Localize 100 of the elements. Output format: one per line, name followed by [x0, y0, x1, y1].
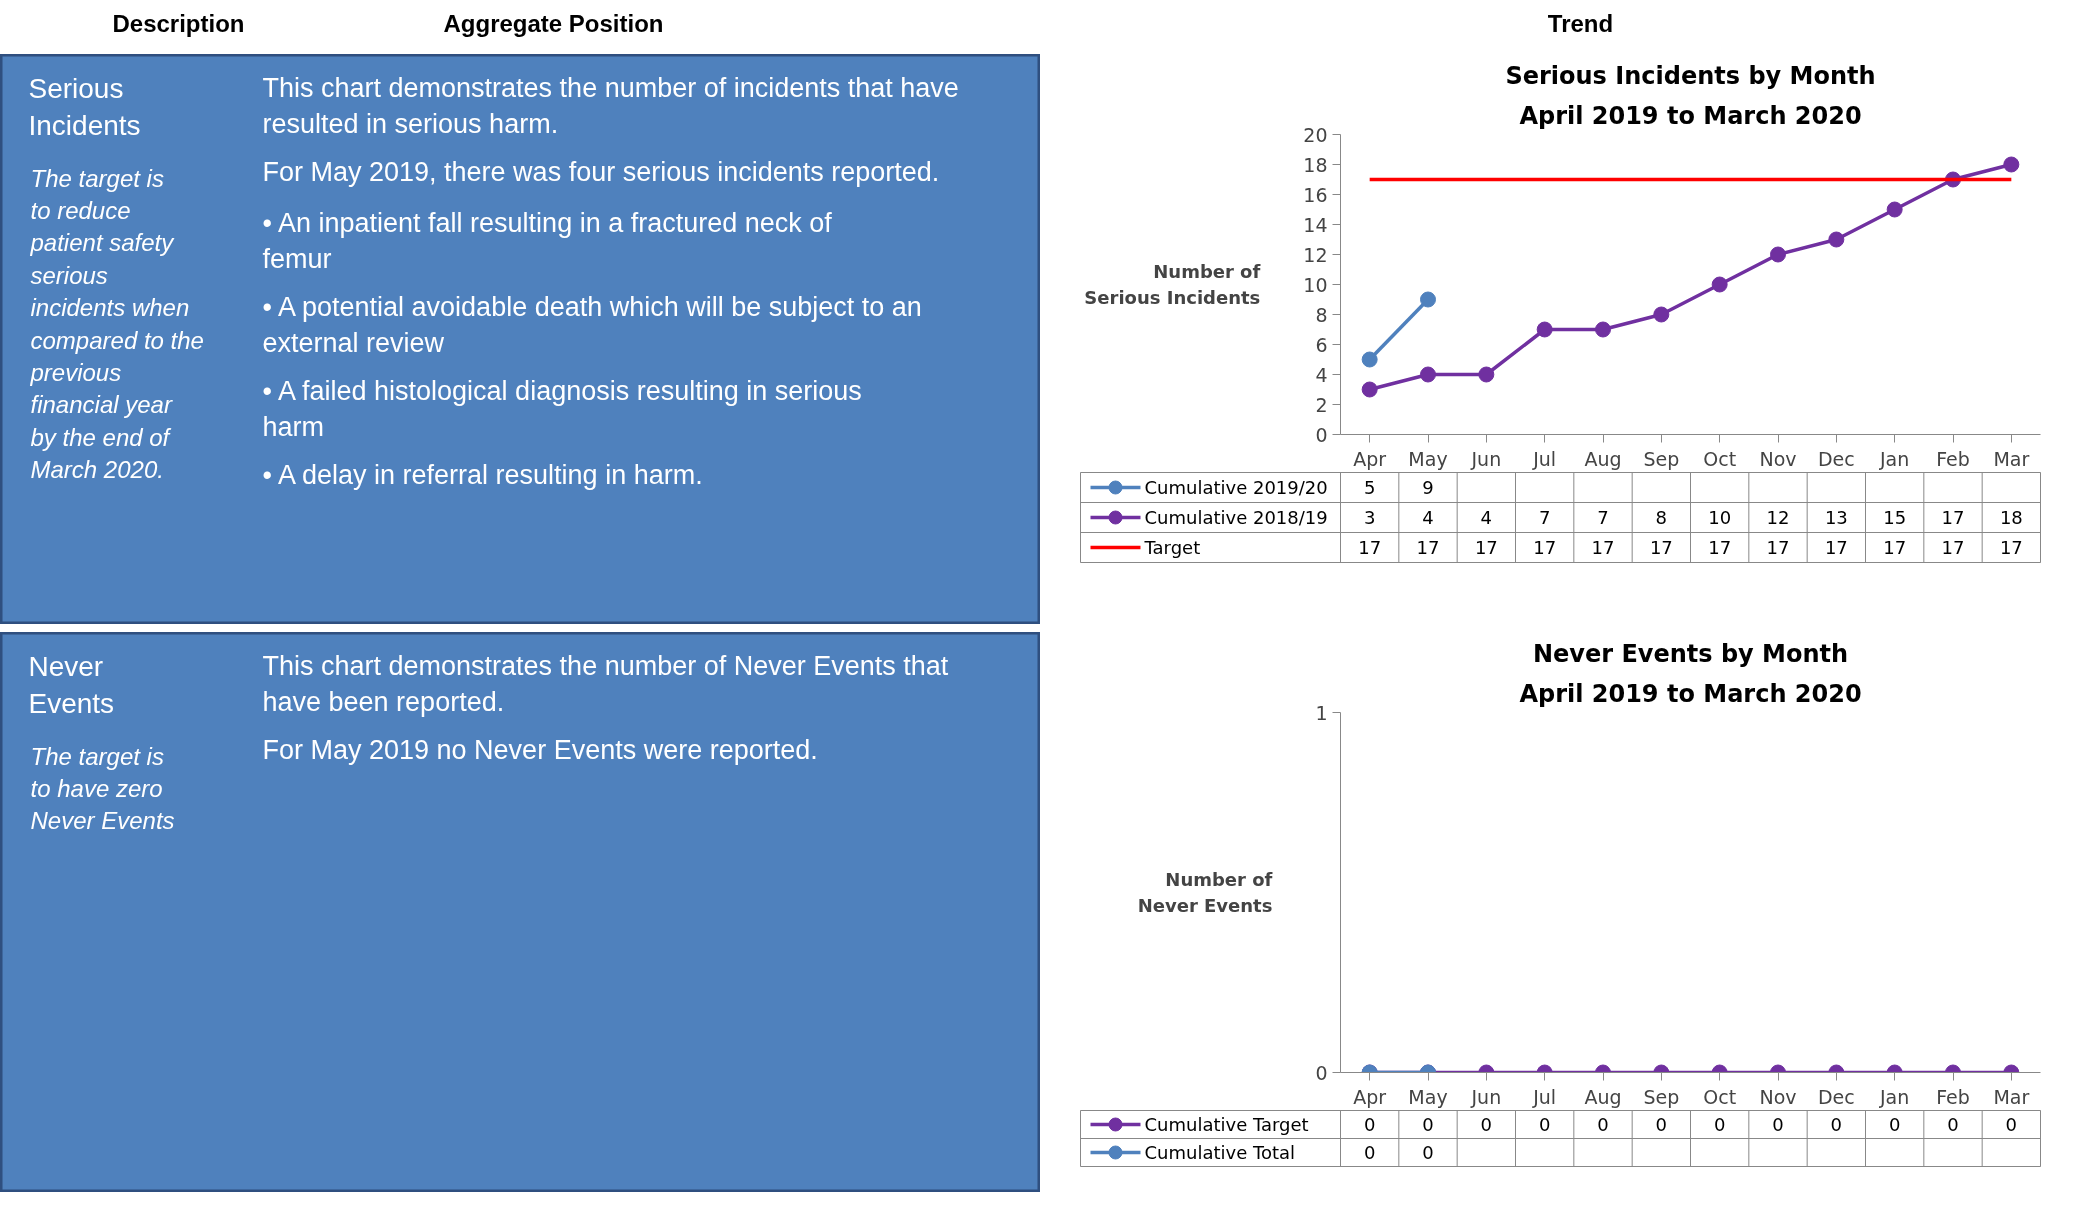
data-label: 5: [1363, 477, 1376, 498]
data-label: 0: [1363, 1142, 1376, 1163]
text: For May 2019, there was four serious incidents reported.: [262, 156, 940, 187]
y-tick-label: 0: [1315, 423, 1328, 446]
data-label: 9: [1422, 477, 1434, 498]
chart-title: Serious Incidents: [28, 72, 141, 141]
text: Description: [112, 10, 245, 37]
data-label: 17: [1941, 507, 1965, 528]
data-label: 10: [1708, 507, 1732, 528]
data-label: 17: [1416, 537, 1440, 558]
legend-label: Cumulative 2019/20: [1144, 477, 1328, 498]
text: Never Events: [30, 807, 175, 835]
data-label: 17: [1649, 537, 1673, 558]
point: [1420, 366, 1436, 383]
data-label: 0: [2005, 1114, 2018, 1135]
x-tick-label: Sep: [1643, 1085, 1680, 1108]
x-tick-label: Jan: [1879, 1085, 1910, 1108]
data-label: 0: [1713, 1114, 1726, 1135]
data-label: 0: [1655, 1114, 1668, 1135]
point: [2003, 156, 2020, 173]
x-tick-label: Dec: [1817, 1085, 1855, 1108]
data-label: 17: [1999, 537, 2023, 558]
point: [1653, 306, 1670, 323]
data-label: 0: [1888, 1114, 1901, 1135]
x-tick-label: Nov: [1759, 1085, 1797, 1108]
legend-label: Target: [1143, 537, 1201, 558]
data-label: 0: [1480, 1114, 1493, 1135]
y-tick-label: 4: [1315, 363, 1328, 386]
text: For May 2019 no Never Events were reported.: [262, 734, 818, 765]
x-tick-label: Feb: [1936, 1085, 1970, 1108]
text: • A potential avoidable death which will be subject to an external review: [262, 291, 922, 358]
x-tick-label: Dec: [1817, 447, 1855, 470]
text: • An inpatient fall resulting in a fractured neck of femur: [262, 207, 833, 274]
data-label: 0: [1422, 1142, 1434, 1163]
data-label: 18: [1999, 507, 2023, 528]
x-tick-label: Oct: [1703, 1085, 1737, 1108]
y-tick-label: 2: [1315, 393, 1328, 416]
y-tick-label: 6: [1315, 333, 1328, 356]
point: [1420, 291, 1436, 308]
text: Trend: [1547, 10, 1614, 37]
data-label: 8: [1655, 507, 1668, 528]
chart-title: Never Events by Month: [1532, 639, 1849, 668]
x-tick-label: Jul: [1532, 1085, 1557, 1108]
legend-label: Cumulative Total: [1144, 1142, 1295, 1163]
y-axis-title: Number of Never Events: [1137, 869, 1273, 916]
y-tick-label: 20: [1303, 123, 1328, 146]
y-tick-label: 14: [1303, 213, 1328, 236]
y-tick-label: 10: [1303, 273, 1328, 296]
data-label: 0: [1947, 1114, 1959, 1135]
x-tick-label: Jan: [1879, 447, 1910, 470]
data-label: 17: [1883, 537, 1907, 558]
point: [1361, 381, 1378, 398]
point: [1711, 276, 1728, 293]
point: [1478, 366, 1495, 383]
point: [1828, 231, 1845, 248]
text: The target is to have zero: [30, 742, 164, 802]
y-tick-label: 0: [1315, 1061, 1328, 1084]
x-tick-label: Nov: [1759, 447, 1797, 470]
text: Aggregate Position: [443, 10, 664, 37]
x-tick-label: Jun: [1470, 447, 1502, 470]
data-label: 7: [1538, 507, 1551, 528]
x-tick-label: Aug: [1584, 447, 1622, 470]
x-tick-label: Aug: [1584, 1085, 1622, 1108]
y-tick-label: 16: [1303, 183, 1328, 206]
chart-title: Serious Incidents by Month: [1505, 61, 1876, 90]
text: This chart demonstrates the number of Never Events that have been reported.: [262, 650, 949, 717]
text: • A delay in referral resulting in harm.: [262, 459, 703, 490]
legend-label: Cumulative 2018/19: [1144, 507, 1328, 528]
data-label: 7: [1597, 507, 1609, 528]
y-tick-label: 12: [1303, 243, 1328, 266]
point: [1886, 201, 1903, 218]
legend-label: Cumulative Target: [1144, 1114, 1309, 1135]
x-tick-label: May: [1408, 1085, 1448, 1108]
data-label: 17: [1474, 537, 1498, 558]
y-tick-label: 1: [1315, 701, 1328, 724]
y-tick-label: 18: [1303, 153, 1328, 176]
x-tick-label: Feb: [1936, 447, 1970, 470]
point: [1536, 321, 1553, 338]
point: [1770, 246, 1786, 263]
data-label: 17: [1708, 537, 1732, 558]
point: [1361, 351, 1378, 368]
x-tick-label: Jul: [1532, 447, 1557, 470]
data-label: 17: [1358, 537, 1382, 558]
data-label: 17: [1591, 537, 1615, 558]
text: Serious Incidents: [1084, 286, 1261, 308]
x-tick-label: May: [1408, 447, 1448, 470]
x-tick-label: Mar: [1993, 1085, 2030, 1108]
data-label: 4: [1480, 507, 1493, 528]
data-label: 0: [1422, 1114, 1434, 1135]
x-tick-label: Apr: [1353, 1085, 1387, 1108]
data-label: 13: [1824, 507, 1848, 528]
x-tick-label: Apr: [1353, 447, 1387, 470]
data-label: 0: [1363, 1114, 1376, 1135]
data-label: 15: [1883, 507, 1907, 528]
x-tick-label: Jun: [1470, 1085, 1502, 1108]
data-label: 0: [1538, 1114, 1551, 1135]
x-tick-label: Sep: [1643, 447, 1680, 470]
y-tick-label: 8: [1315, 303, 1328, 326]
point: [1595, 321, 1611, 338]
data-label: 17: [1533, 537, 1557, 558]
